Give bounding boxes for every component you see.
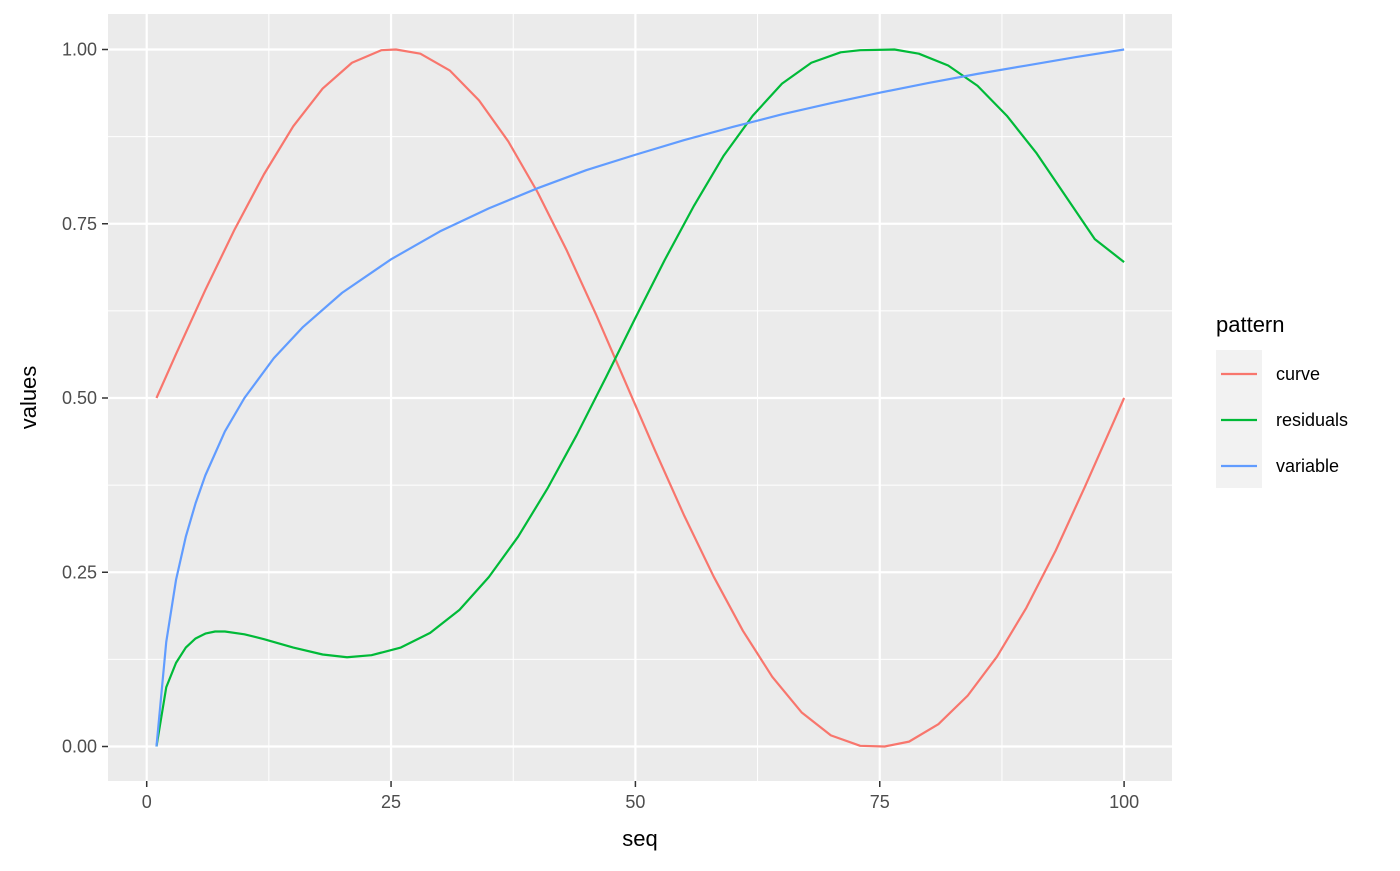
series-line-variable bbox=[155, 48, 1125, 747]
y-axis: 0.00 0.25 0.50 0.75 1.00 bbox=[62, 40, 108, 757]
legend-label-residuals: residuals bbox=[1276, 410, 1348, 430]
y-axis-title: values bbox=[16, 366, 41, 430]
x-tick-label: 0 bbox=[142, 792, 152, 812]
legend-label-curve: curve bbox=[1276, 364, 1320, 384]
x-axis-title: seq bbox=[622, 826, 657, 851]
legend-items: curve residuals variable bbox=[1221, 364, 1348, 476]
x-axis: 0 25 50 75 100 bbox=[142, 781, 1139, 812]
legend-title: pattern bbox=[1216, 312, 1285, 337]
x-tick-label: 100 bbox=[1109, 792, 1139, 812]
major-gridlines bbox=[108, 14, 1172, 781]
x-tick-label: 25 bbox=[381, 792, 401, 812]
y-tick-label: 0.50 bbox=[62, 388, 97, 408]
y-tick-label: 1.00 bbox=[62, 40, 97, 60]
y-tick-label: 0.00 bbox=[62, 737, 97, 757]
series-line-residuals bbox=[155, 48, 1125, 747]
series-line-curve bbox=[155, 48, 1126, 748]
legend: pattern curve residuals variable bbox=[1216, 312, 1348, 488]
x-tick-label: 50 bbox=[625, 792, 645, 812]
series-lines bbox=[155, 48, 1126, 748]
x-tick-label: 75 bbox=[870, 792, 890, 812]
y-tick-label: 0.75 bbox=[62, 214, 97, 234]
legend-label-variable: variable bbox=[1276, 456, 1339, 476]
y-tick-label: 0.25 bbox=[62, 562, 97, 582]
